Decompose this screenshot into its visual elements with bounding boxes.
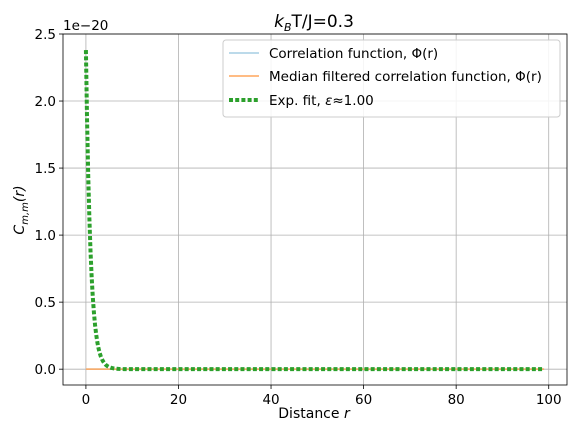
y-tick-label: 1.0 [35,228,56,244]
x-tick-label: 20 [170,392,187,408]
y-tick-label: 2.5 [35,27,56,43]
chart-title: kBT/J=0.3 [274,12,354,34]
title-sub: B [284,21,292,34]
x-tick-label: 0 [82,392,91,408]
y-axis-label-sub: m,m [20,202,31,225]
x-tick-label: 80 [448,392,465,408]
x-tick-label: 100 [536,392,562,408]
legend-label-correlation: Correlation function, Φ(r) [269,46,438,62]
legend-expfit-prefix: Exp. fit, [269,93,325,109]
x-tick-label: 40 [262,392,279,408]
y-tick-label: 0.0 [35,362,56,378]
series-layer [83,50,545,372]
y-axis-label-c: C [12,225,28,235]
x-axis-label-var: r [344,406,351,422]
x-axis-label: Distance r [278,406,351,422]
x-axis-label-text: Distance [278,406,344,422]
y-axis-label-rest: (r) [12,185,28,202]
legend-box [222,39,561,118]
y-tick-label: 1.5 [35,161,56,177]
legend-expfit-rest: ≈1.00 [332,93,373,109]
y-axis-label: Cm,m(r) [12,185,31,234]
legend-label-median: Median filtered correlation function, Φ(… [269,69,542,85]
y-tick-label: 2.0 [35,94,56,110]
title-rest: T/J=0.3 [291,12,354,32]
y-tick-label: 0.5 [35,295,56,311]
legend: Correlation function, Φ(r) Median filter… [222,39,561,118]
series-expfit-line [83,50,545,372]
title-k: k [274,12,285,32]
legend-expfit-var: ε [325,93,332,109]
plot-frame [62,33,568,386]
legend-label-expfit: Exp. fit, ε≈1.00 [269,93,374,109]
ticks-layer: 0 20 40 60 80 100 0.0 0.5 1.0 1.5 2.0 2.5 [35,27,562,408]
x-tick-label: 60 [355,392,372,408]
y-offset-text: 1e−20 [63,18,108,34]
